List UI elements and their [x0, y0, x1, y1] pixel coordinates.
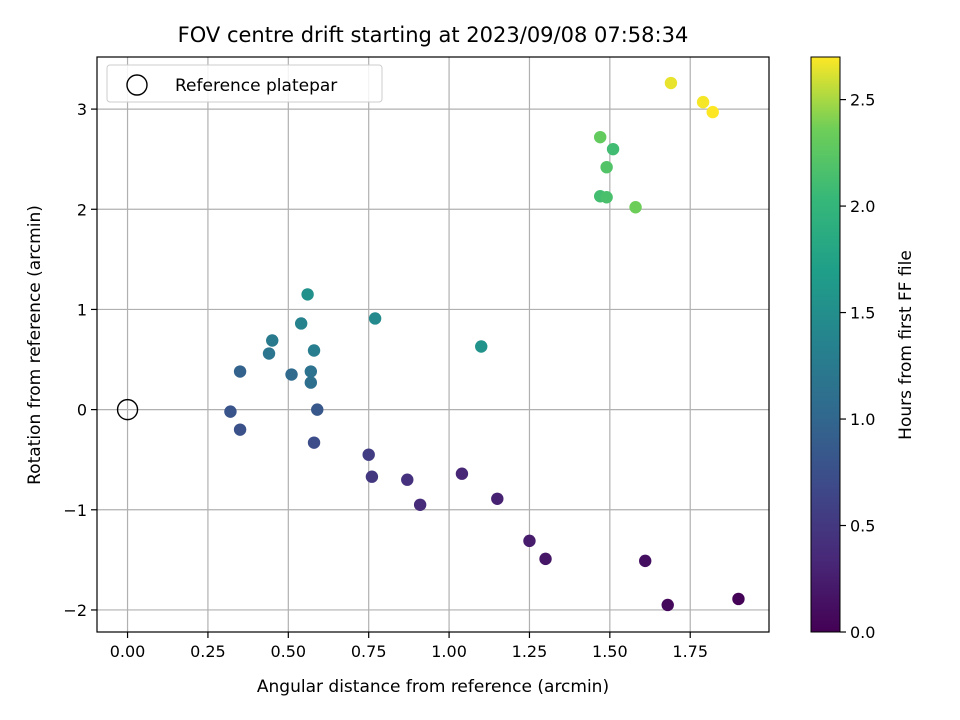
data-point	[629, 201, 642, 214]
colorbar: 0.0 0.5 1.0 1.5 2.0 2.5 Hours from first FF f…	[810, 56, 916, 642]
data-point	[706, 105, 719, 119]
data-point	[523, 534, 536, 548]
data-point	[304, 376, 318, 389]
data-point	[262, 347, 276, 360]
colorbar-tick-label: 0.0	[850, 623, 875, 642]
y-tick-label: −2	[63, 601, 87, 620]
data-point	[362, 448, 375, 461]
data-point	[539, 552, 552, 566]
x-axis-label: Angular distance from reference (arcmin)	[257, 677, 609, 697]
y-tick-label: 2	[77, 200, 87, 219]
data-point	[233, 423, 247, 436]
data-point	[600, 191, 613, 204]
data-point	[301, 288, 314, 301]
data-point	[475, 340, 488, 353]
data-point	[294, 317, 308, 330]
x-axis-ticks: 0.00 0.25 0.50 0.75 1.00 1.25 1.50 1.75	[110, 632, 708, 661]
data-point	[401, 473, 414, 486]
data-point	[365, 470, 379, 483]
data-point	[600, 160, 613, 174]
legend-label-reference: Reference platepar	[175, 76, 337, 96]
reference-point	[116, 398, 139, 421]
colorbar-tick-label: 0.5	[850, 517, 875, 536]
data-points	[116, 76, 745, 612]
legend-marker-reference	[126, 74, 148, 96]
data-point	[266, 334, 279, 347]
legend: Reference platepar	[106, 64, 383, 103]
y-tick-label: 1	[77, 300, 87, 319]
y-axis-label: Rotation from reference (arcmin)	[25, 205, 45, 485]
data-point	[224, 405, 237, 418]
x-tick-label: 1.00	[431, 642, 467, 661]
colorbar-tick-label: 1.0	[850, 410, 875, 429]
data-point	[304, 365, 318, 378]
x-tick-label: 0.75	[351, 642, 387, 661]
colorbar-ticks: 0.0 0.5 1.0 1.5 2.0 2.5	[840, 91, 875, 642]
data-point	[307, 344, 321, 357]
data-point	[311, 403, 324, 416]
x-tick-label: 1.50	[592, 642, 628, 661]
data-point	[732, 592, 745, 606]
data-point	[413, 498, 427, 511]
x-tick-label: 0.50	[270, 642, 306, 661]
y-tick-label: 0	[77, 401, 87, 420]
x-tick-label: 1.25	[512, 642, 548, 661]
colorbar-gradient	[810, 56, 841, 633]
data-point	[368, 312, 382, 325]
y-tick-label: −1	[63, 501, 87, 520]
data-point	[307, 436, 321, 449]
x-tick-label: 1.75	[672, 642, 708, 661]
y-tick-label: 3	[77, 100, 87, 119]
y-axis-ticks: −2 −1 0 1 2 3	[63, 100, 97, 620]
data-point	[696, 95, 710, 109]
chart-title: FOV centre drift starting at 2023/09/08 …	[178, 23, 689, 47]
colorbar-tick-label: 2.0	[850, 197, 875, 216]
colorbar-label: Hours from first FF file	[896, 250, 916, 440]
data-point	[606, 142, 620, 156]
plot-frame	[96, 56, 770, 633]
data-point	[233, 365, 247, 378]
data-point	[661, 598, 674, 612]
x-tick-label: 0.00	[110, 642, 146, 661]
grid-lines	[97, 57, 769, 632]
data-point	[593, 130, 607, 144]
colorbar-tick-label: 1.5	[850, 304, 875, 323]
legend-box	[106, 64, 383, 103]
colorbar-tick-label: 2.5	[850, 91, 875, 110]
data-point	[455, 467, 469, 480]
x-tick-label: 0.25	[190, 642, 226, 661]
data-point	[664, 76, 678, 90]
data-point	[491, 492, 504, 505]
data-point	[285, 368, 298, 381]
data-point	[639, 554, 652, 568]
